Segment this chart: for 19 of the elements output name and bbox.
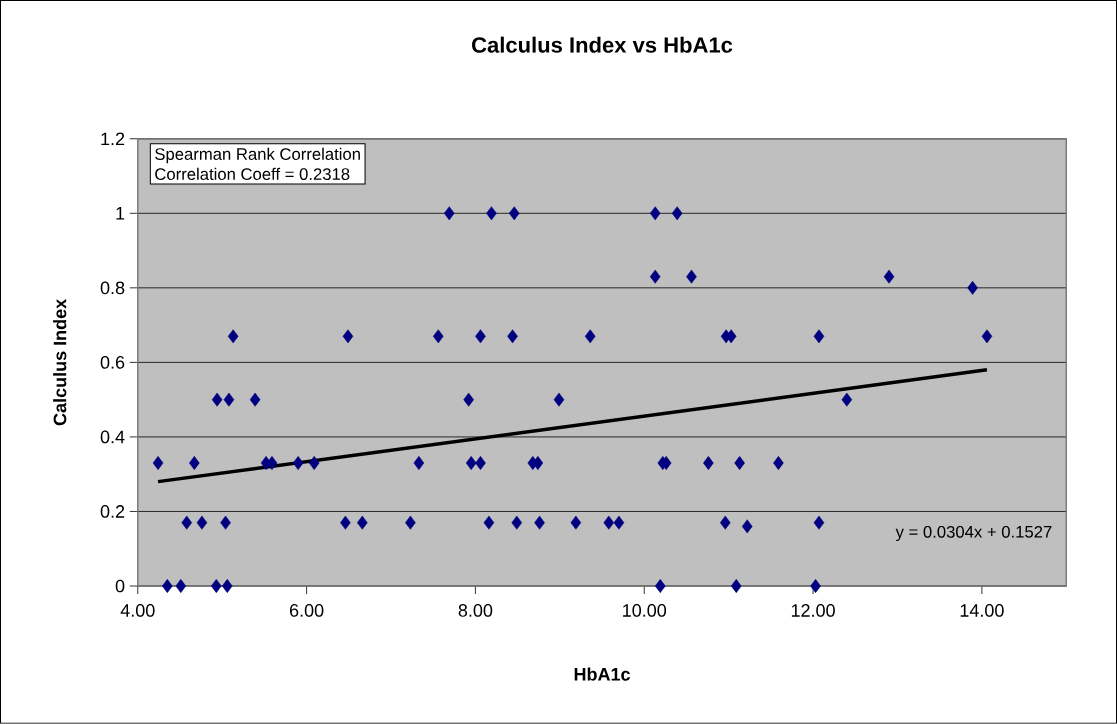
- annotation: y = 0.0304x + 0.1527: [895, 526, 1052, 542]
- y-tick-label: 0.2: [100, 505, 125, 518]
- y-tick-label: 0: [115, 579, 125, 593]
- y-tick-label: 0.6: [100, 356, 125, 369]
- y-tick-label: 0.8: [100, 281, 125, 295]
- x-tick-label: 14.00: [960, 604, 1004, 617]
- y-axis-title: Calculus Index: [53, 299, 67, 426]
- x-tick-label: 8.00: [458, 604, 493, 617]
- chart-title: Calculus Index vs HbA1c: [472, 36, 733, 53]
- y-tick-label: 1: [116, 207, 125, 220]
- y-tick-label: 1.2: [101, 132, 125, 146]
- x-tick-label: 12.00: [791, 604, 835, 617]
- x-tick-label: 6.00: [289, 604, 324, 617]
- x-axis-title: HbA1c: [574, 667, 631, 681]
- x-tick-label: 10.00: [623, 604, 667, 617]
- x-tick-label: 4.00: [120, 604, 155, 617]
- y-tick-label: 0.4: [100, 430, 125, 444]
- annotation: Correlation Coeff = 0.2318: [155, 167, 350, 181]
- annotation: Spearman Rank Correlation: [155, 147, 360, 164]
